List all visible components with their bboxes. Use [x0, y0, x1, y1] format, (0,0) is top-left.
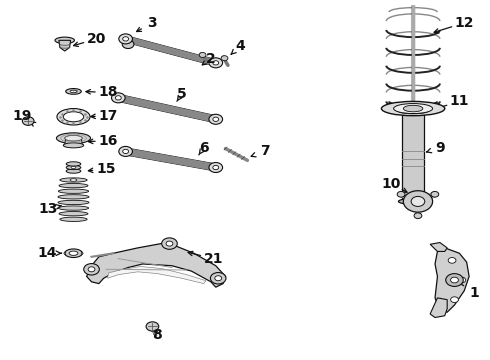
Text: 3: 3: [147, 16, 157, 30]
Ellipse shape: [70, 90, 77, 93]
Circle shape: [112, 93, 125, 103]
Circle shape: [119, 147, 132, 157]
Ellipse shape: [56, 133, 91, 144]
Circle shape: [458, 277, 466, 283]
Circle shape: [213, 165, 219, 170]
Circle shape: [122, 149, 128, 154]
Circle shape: [23, 117, 34, 125]
Ellipse shape: [69, 251, 78, 255]
Circle shape: [166, 241, 173, 246]
Ellipse shape: [398, 199, 428, 204]
Circle shape: [397, 192, 405, 197]
Circle shape: [122, 37, 128, 41]
Circle shape: [199, 53, 206, 58]
Ellipse shape: [63, 112, 84, 122]
Circle shape: [210, 273, 226, 284]
Circle shape: [221, 56, 228, 61]
Text: 18: 18: [99, 85, 118, 99]
Ellipse shape: [59, 184, 88, 188]
Text: 19: 19: [12, 109, 31, 123]
Ellipse shape: [58, 206, 89, 210]
Text: 6: 6: [199, 141, 208, 155]
Circle shape: [209, 162, 222, 172]
Circle shape: [446, 274, 463, 287]
Circle shape: [213, 61, 219, 65]
FancyBboxPatch shape: [402, 109, 424, 202]
Text: 4: 4: [235, 39, 245, 53]
Circle shape: [411, 197, 425, 206]
Ellipse shape: [397, 107, 429, 113]
Ellipse shape: [66, 169, 81, 173]
Circle shape: [162, 238, 177, 249]
Ellipse shape: [381, 102, 445, 116]
Circle shape: [209, 58, 222, 68]
Ellipse shape: [59, 212, 88, 216]
Text: 7: 7: [260, 144, 270, 158]
Text: 12: 12: [455, 16, 474, 30]
Circle shape: [119, 34, 132, 44]
Text: 1: 1: [469, 285, 479, 300]
Polygon shape: [430, 298, 447, 318]
Text: 20: 20: [87, 32, 106, 46]
Text: 9: 9: [435, 141, 445, 155]
Ellipse shape: [58, 195, 89, 199]
Polygon shape: [87, 243, 225, 287]
Ellipse shape: [393, 104, 433, 113]
Polygon shape: [108, 266, 206, 284]
Text: 17: 17: [99, 109, 118, 123]
Ellipse shape: [70, 179, 77, 181]
Ellipse shape: [65, 249, 82, 257]
Circle shape: [88, 267, 95, 272]
Polygon shape: [64, 251, 66, 255]
Ellipse shape: [65, 135, 82, 141]
Ellipse shape: [66, 89, 81, 94]
Circle shape: [448, 257, 456, 263]
Text: 11: 11: [450, 94, 469, 108]
Circle shape: [209, 114, 222, 124]
Text: 2: 2: [206, 51, 216, 66]
Ellipse shape: [55, 37, 74, 44]
Circle shape: [431, 192, 439, 197]
Ellipse shape: [60, 217, 87, 221]
Ellipse shape: [66, 165, 81, 170]
Polygon shape: [81, 251, 83, 255]
Polygon shape: [435, 248, 469, 312]
Text: 10: 10: [382, 176, 401, 190]
Circle shape: [451, 277, 459, 283]
Circle shape: [146, 322, 159, 331]
Polygon shape: [59, 40, 71, 51]
Circle shape: [451, 297, 459, 302]
Text: 16: 16: [99, 134, 118, 148]
Ellipse shape: [57, 109, 90, 125]
Circle shape: [414, 213, 422, 219]
Ellipse shape: [71, 166, 76, 168]
Text: 15: 15: [97, 162, 116, 176]
Ellipse shape: [60, 178, 87, 182]
Circle shape: [213, 117, 219, 121]
Ellipse shape: [58, 189, 89, 193]
Text: 13: 13: [38, 202, 57, 216]
Text: 21: 21: [203, 252, 223, 266]
Circle shape: [122, 40, 134, 49]
Polygon shape: [65, 138, 82, 145]
Circle shape: [116, 96, 121, 100]
Text: 8: 8: [152, 328, 162, 342]
Circle shape: [84, 264, 99, 275]
Text: 14: 14: [38, 246, 57, 260]
Polygon shape: [430, 243, 447, 251]
Ellipse shape: [403, 105, 423, 112]
Circle shape: [403, 191, 433, 212]
Ellipse shape: [66, 162, 81, 166]
Ellipse shape: [58, 200, 89, 204]
Text: 5: 5: [177, 87, 187, 101]
Ellipse shape: [63, 143, 84, 148]
Circle shape: [215, 276, 221, 281]
